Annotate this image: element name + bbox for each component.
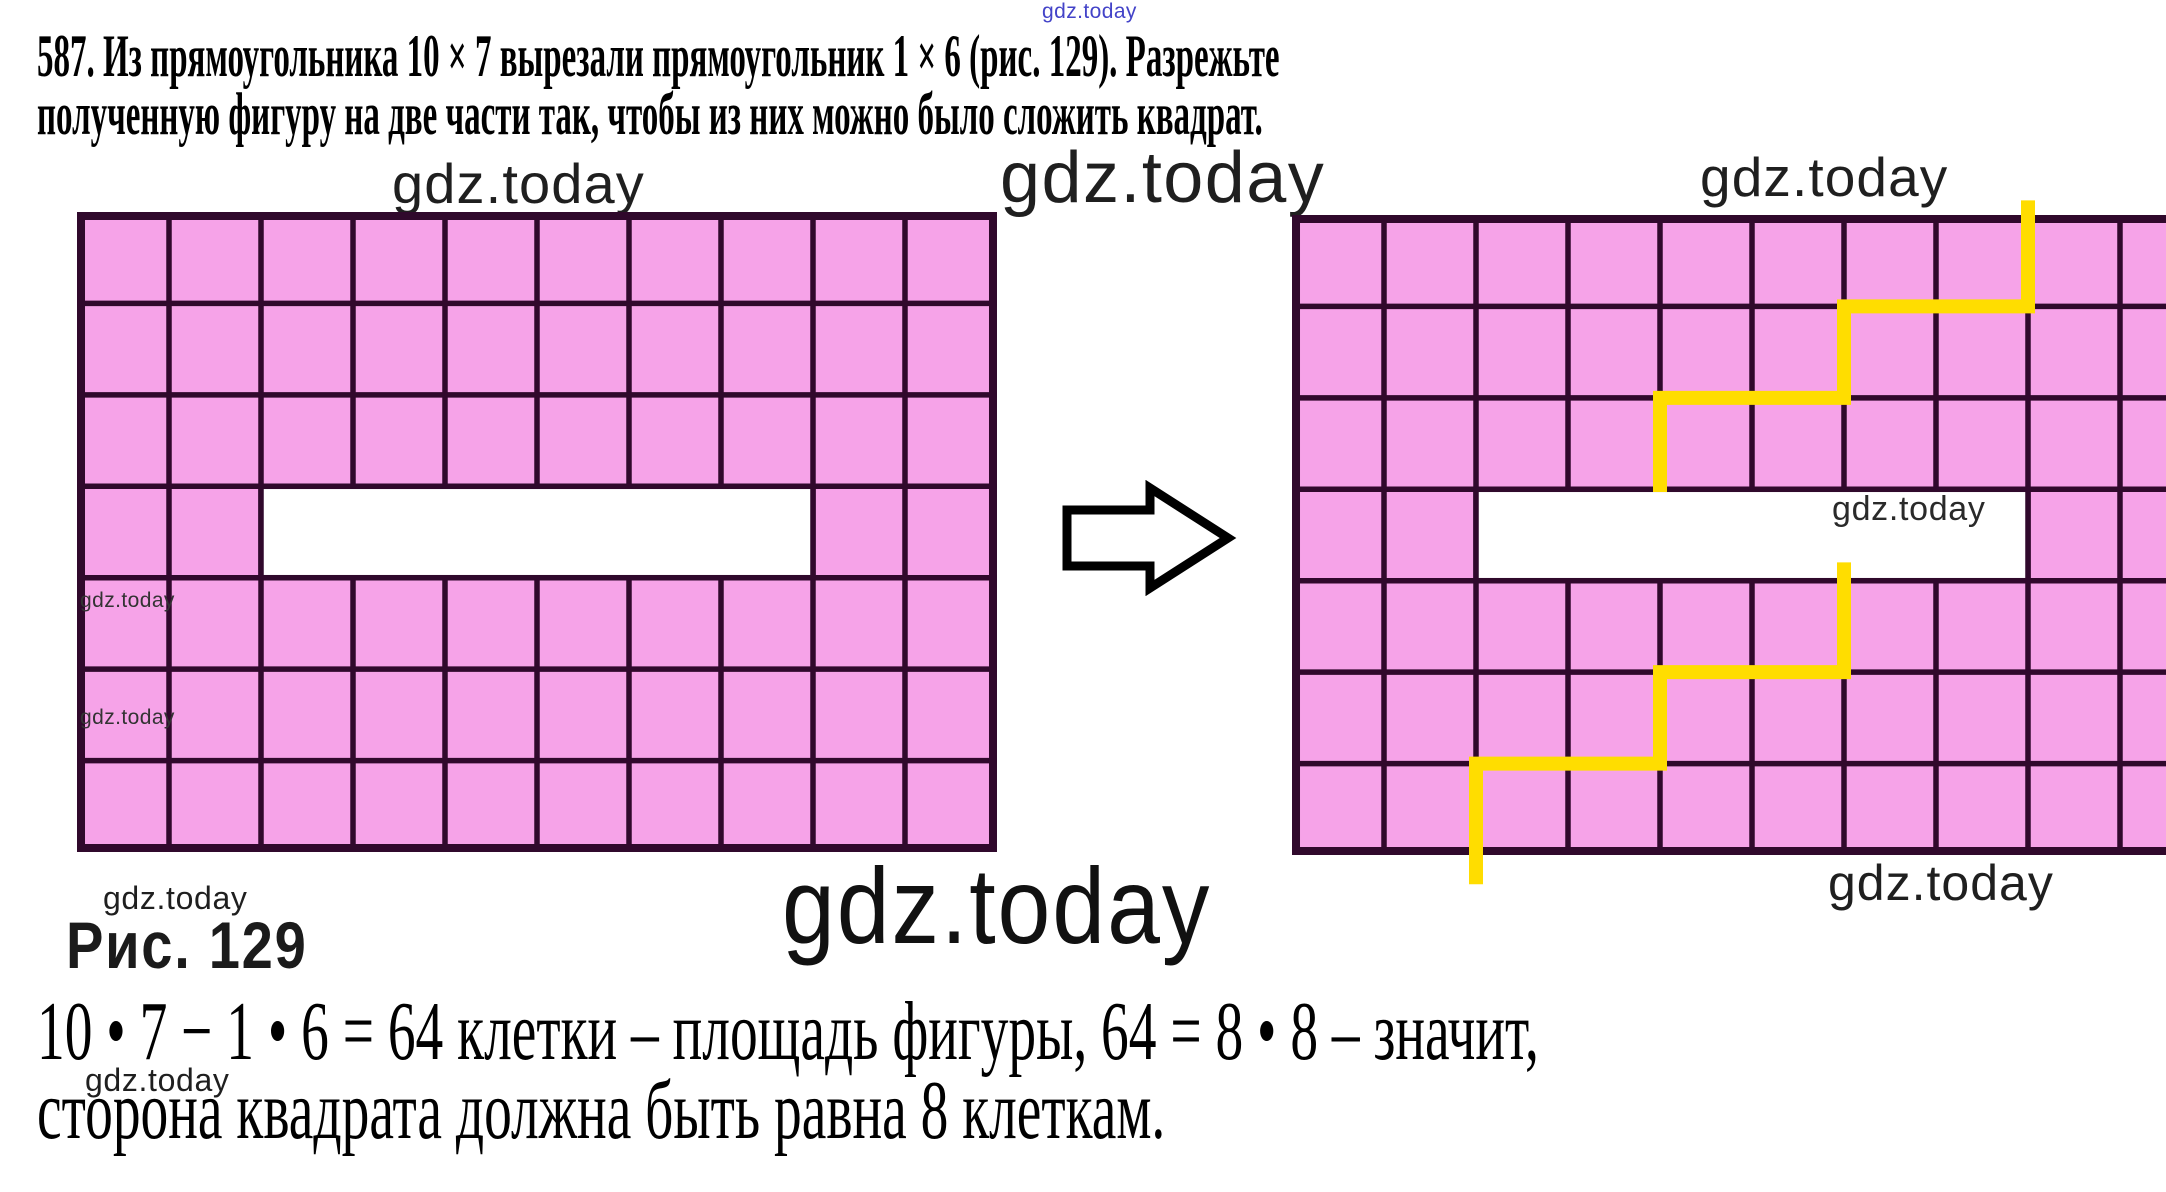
watermark-above-right-grid: gdz.today [1700, 146, 1949, 208]
watermark-cutout-right-grid: gdz.today [1832, 490, 1986, 528]
watermark-above-solution: gdz.today [85, 1062, 230, 1098]
figure-grid-original [77, 212, 997, 852]
solution-text: 10 • 7 − 1 • 6 = 64 клетки – площадь фиг… [37, 985, 1539, 1157]
transform-arrow-icon [1062, 480, 1237, 596]
figure-caption: Рис. 129 [66, 908, 308, 982]
problem-line-2: полученную фигуру на две части так, чтоб… [37, 81, 1263, 147]
watermark-bottom-right: gdz.today [1828, 855, 2054, 911]
problem-line-1: 587. Из прямоугольника 10 × 7 вырезали п… [37, 23, 1280, 89]
watermark-left-grid-1: gdz.today [80, 589, 175, 612]
solution-line-2: сторона квадрата должна быть равна 8 кле… [37, 1064, 1166, 1157]
watermark-top-blue: gdz.today [1042, 0, 1137, 23]
watermark-above-center: gdz.today [1000, 138, 1326, 218]
watermark-above-caption: gdz.today [103, 880, 248, 916]
problem-statement: 587. Из прямоугольника 10 × 7 вырезали п… [37, 23, 1280, 147]
watermark-above-left-grid: gdz.today [392, 152, 645, 215]
watermark-left-grid-2: gdz.today [80, 706, 175, 729]
watermark-bottom-center: gdz.today [782, 845, 1212, 966]
figure-grid-solution [1292, 200, 2166, 885]
solution-line-1: 10 • 7 − 1 • 6 = 64 клетки – площадь фиг… [37, 985, 1539, 1078]
